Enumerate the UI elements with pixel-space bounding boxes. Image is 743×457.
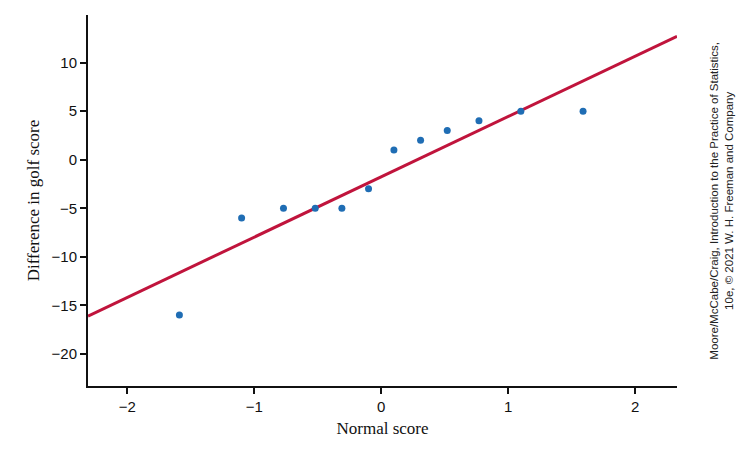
svg-text:−5: −5 (60, 200, 77, 217)
svg-text:Difference in golf score: Difference in golf score (24, 120, 43, 282)
svg-text:−2: −2 (119, 398, 136, 415)
svg-text:10: 10 (60, 54, 77, 71)
svg-text:0: 0 (69, 151, 77, 168)
svg-text:−20: −20 (52, 345, 77, 362)
svg-text:5: 5 (69, 102, 77, 119)
svg-text:Moore/McCabe/Craig, Introducti: Moore/McCabe/Craig, Introduction to the … (708, 42, 735, 360)
svg-text:−15: −15 (52, 297, 77, 314)
svg-text:1: 1 (504, 398, 512, 415)
svg-text:0: 0 (377, 398, 385, 415)
svg-text:−1: −1 (246, 398, 263, 415)
svg-text:2: 2 (631, 398, 639, 415)
svg-text:Normal score: Normal score (336, 419, 428, 438)
svg-text:−10: −10 (52, 248, 77, 265)
